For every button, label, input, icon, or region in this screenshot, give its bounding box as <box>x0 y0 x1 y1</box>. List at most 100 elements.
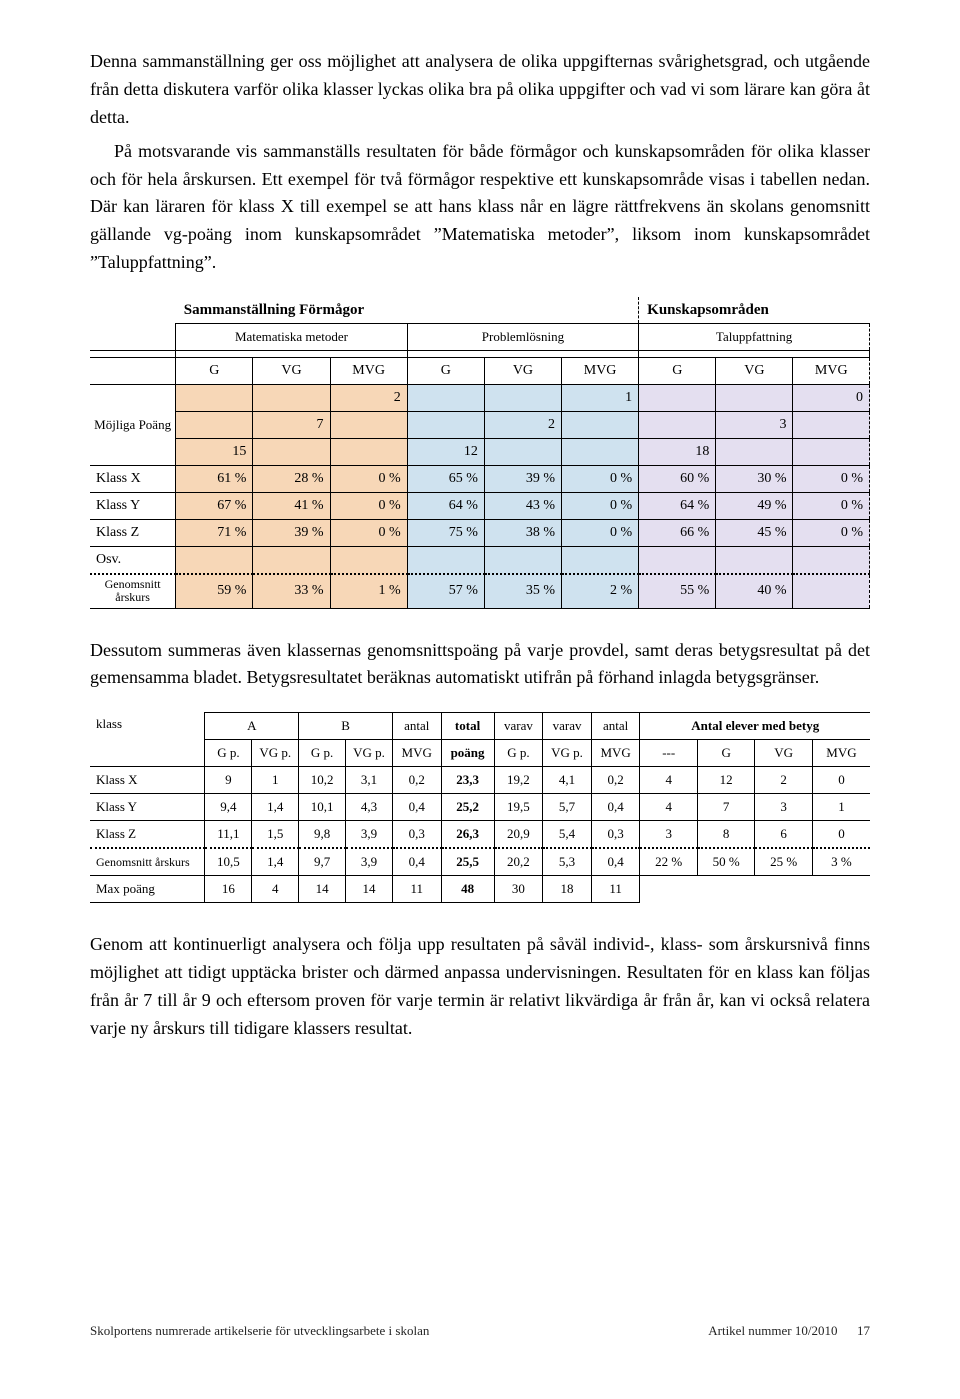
cell <box>812 876 870 903</box>
cell: 1,4 <box>252 848 299 876</box>
cell: 0 % <box>562 520 639 547</box>
cell: 45 % <box>716 520 793 547</box>
cell <box>697 876 754 903</box>
col-mvg-1: MVG <box>330 358 407 385</box>
cell: 0 % <box>562 466 639 493</box>
cell: 0,4 <box>591 794 640 821</box>
cell: 67 % <box>176 493 253 520</box>
cell: 61 % <box>176 466 253 493</box>
cell <box>755 876 812 903</box>
cell: 8 <box>697 821 754 849</box>
cell: 11,1 <box>205 821 252 849</box>
col-vg-1: VG <box>253 358 330 385</box>
cell: 0,3 <box>591 821 640 849</box>
cell: 50 % <box>697 848 754 876</box>
col-g-1: G <box>176 358 253 385</box>
mvg-3: 0 <box>793 385 870 412</box>
cell: 75 % <box>407 520 484 547</box>
paragraph-2: På motsvarande vis sammanställs resultat… <box>90 138 870 277</box>
table-row: Klass Y 9,4 1,4 10,1 4,3 0,4 25,2 19,5 5… <box>90 794 870 821</box>
cell: 0 % <box>562 493 639 520</box>
footer-left: Skolportens numrerade artikelserie för u… <box>90 1323 429 1339</box>
cell: 71 % <box>176 520 253 547</box>
cell: 49 % <box>716 493 793 520</box>
col-mvg-3: MVG <box>793 358 870 385</box>
cell: 3,1 <box>346 767 393 794</box>
cell: 39 % <box>484 466 561 493</box>
table-row: Genomsnitt årskurs 59 % 33 % 1 % 57 % 35… <box>90 574 870 608</box>
cell: 11 <box>591 876 640 903</box>
cell: 19,5 <box>494 794 543 821</box>
cell: 10,5 <box>205 848 252 876</box>
klass-label: klass <box>90 713 205 767</box>
table-row: Klass Z 71 % 39 % 0 % 75 % 38 % 0 % 66 %… <box>90 520 870 547</box>
cell: 1,5 <box>252 821 299 849</box>
cell: 16 <box>205 876 252 903</box>
cell: 0 % <box>793 520 870 547</box>
footer-article: Artikel nummer 10/2010 <box>708 1323 837 1338</box>
subhead: G <box>697 740 754 767</box>
cell: 1,4 <box>252 794 299 821</box>
col-mvg-2: MVG <box>562 358 639 385</box>
g-1: 15 <box>176 439 253 466</box>
cell: 38 % <box>484 520 561 547</box>
cell: 5,3 <box>543 848 592 876</box>
cell: 3 <box>640 821 697 849</box>
table-row: Osv. <box>90 547 870 575</box>
cell: 0 <box>812 767 870 794</box>
cell <box>640 876 697 903</box>
head-varav2: varav <box>543 713 592 740</box>
cell: 10,1 <box>299 794 346 821</box>
row-label: Klass X <box>90 767 205 794</box>
table-row: Max poäng 16 4 14 14 11 48 30 18 11 <box>90 876 870 903</box>
row-max-label: Max poäng <box>90 876 205 903</box>
head-antal2: antal <box>591 713 640 740</box>
row-avg-label: Genomsnitt årskurs <box>90 574 176 608</box>
table-row: Klass X 9 1 10,2 3,1 0,2 23,3 19,2 4,1 0… <box>90 767 870 794</box>
page-footer: Skolportens numrerade artikelserie för u… <box>90 1323 870 1339</box>
cell: 30 % <box>716 466 793 493</box>
subhead: MVG <box>812 740 870 767</box>
cell: 28 % <box>253 466 330 493</box>
subhead: MVG <box>392 740 441 767</box>
row-label: Klass Y <box>90 794 205 821</box>
cell: 9,4 <box>205 794 252 821</box>
cell: 1 % <box>330 574 407 608</box>
row-mojliga: Möjliga Poäng <box>90 385 176 466</box>
vg-1: 7 <box>253 412 330 439</box>
subhead: VG p. <box>543 740 592 767</box>
cell: 14 <box>299 876 346 903</box>
cell: 0,2 <box>591 767 640 794</box>
paragraph-1: Denna sammanställning ger oss möjlighet … <box>90 48 870 132</box>
subhead: G p. <box>299 740 346 767</box>
cell: 20,9 <box>494 821 543 849</box>
subhead: G p. <box>205 740 252 767</box>
cell: 55 % <box>639 574 716 608</box>
cell: 35 % <box>484 574 561 608</box>
cell: 11 <box>392 876 441 903</box>
cell: 2 % <box>562 574 639 608</box>
cell: 4 <box>640 794 697 821</box>
col-g-3: G <box>639 358 716 385</box>
cell: 0,4 <box>392 848 441 876</box>
cell: 4 <box>640 767 697 794</box>
col-g-2: G <box>407 358 484 385</box>
cell: 4,3 <box>346 794 393 821</box>
title-kunskap: Kunskapsområden <box>639 297 870 324</box>
mvg-1: 2 <box>330 385 407 412</box>
table-row: Klass Z 11,1 1,5 9,8 3,9 0,3 26,3 20,9 5… <box>90 821 870 849</box>
cell: 18 <box>543 876 592 903</box>
row-label: Klass Y <box>90 493 176 520</box>
table-betyg: klass A B antal total varav varav antal … <box>90 712 870 903</box>
table-formagor: Sammanställning Förmågor Kunskapsområden… <box>90 297 870 608</box>
head-varav1: varav <box>494 713 543 740</box>
cell: 0,2 <box>392 767 441 794</box>
cell <box>793 574 870 608</box>
subhead: VG <box>755 740 812 767</box>
row-label: Klass Z <box>90 520 176 547</box>
cell: 19,2 <box>494 767 543 794</box>
cell: 14 <box>346 876 393 903</box>
cell: 0,4 <box>392 794 441 821</box>
mvg-2: 1 <box>562 385 639 412</box>
cell: 1 <box>252 767 299 794</box>
